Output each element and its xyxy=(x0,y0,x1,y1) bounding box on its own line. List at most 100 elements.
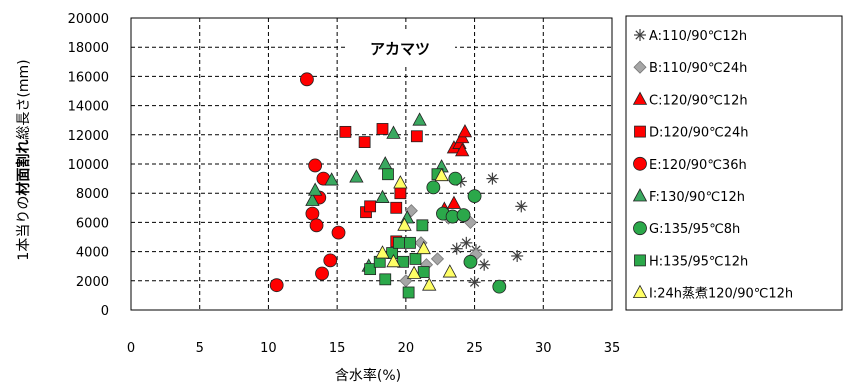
data-point-series-2 xyxy=(455,143,470,157)
legend-label: A:110/90℃12h xyxy=(649,29,747,44)
y-axis-title-part-1: 1本当りの xyxy=(16,196,32,261)
legend-item: H:135/95℃12h xyxy=(634,254,748,269)
legend-item: E:120/90℃36h xyxy=(633,156,747,173)
axis-ticks: 0 2000 4000 6000 8000 10000 12000 14000 16000 180… xyxy=(68,12,621,356)
data-point-series-3 xyxy=(364,200,377,213)
data-point-series-5 xyxy=(375,189,390,203)
data-point-series-7 xyxy=(382,168,394,181)
y-tick-label: 6000 xyxy=(76,216,109,231)
data-point-series-3 xyxy=(376,123,389,135)
legend-label: B:110/90℃24h xyxy=(649,61,747,76)
data-point-series-0 xyxy=(450,242,463,255)
y-tick-label: 4000 xyxy=(76,246,109,261)
data-point-series-5 xyxy=(349,169,364,183)
data-point-series-5 xyxy=(305,192,320,206)
data-point-series-4 xyxy=(323,253,338,268)
data-point-series-8 xyxy=(393,175,408,189)
legend: A:110/90℃12h B:110/90℃24h C:120/90℃12h D:12… xyxy=(625,15,843,311)
x-tick-label: 0 xyxy=(127,341,135,356)
x-tick-label: 30 xyxy=(535,341,552,356)
y-tick-label: 20000 xyxy=(68,12,109,27)
y-tick-label: 2000 xyxy=(76,275,109,290)
data-point-series-6 xyxy=(456,208,471,223)
data-point-series-8 xyxy=(442,264,458,278)
data-point-series-7 xyxy=(404,236,416,249)
data-point-series-3 xyxy=(410,130,423,143)
data-point-series-4 xyxy=(305,206,320,221)
data-point-series-8 xyxy=(406,265,422,279)
legend-marker xyxy=(634,125,646,138)
x-axis-title: 含水率(%) xyxy=(335,367,401,384)
data-point-series-4 xyxy=(331,225,346,240)
data-point-series-0 xyxy=(511,249,524,262)
legend-items: A:110/90℃12h B:110/90℃24h C:120/90℃12h D:12… xyxy=(632,29,793,302)
legend-marker xyxy=(632,91,648,105)
legend-label: G:135/95℃8h xyxy=(649,222,740,237)
data-point-series-6 xyxy=(426,180,441,195)
data-point-series-7 xyxy=(393,236,405,249)
chart-title-box xyxy=(345,32,455,65)
data-point-series-5 xyxy=(324,172,339,186)
data-point-series-3 xyxy=(339,125,352,138)
data-point-series-7 xyxy=(409,252,422,265)
data-point-series-1 xyxy=(430,252,445,266)
data-point-series-6 xyxy=(467,189,482,204)
legend-item: C:120/90℃12h xyxy=(632,91,748,108)
data-point-series-0 xyxy=(486,172,499,185)
data-point-series-7 xyxy=(379,273,392,286)
data-point-series-0 xyxy=(460,236,473,249)
data-point-series-5 xyxy=(386,125,401,139)
legend-item: F:130/90℃12h xyxy=(632,188,745,205)
plot-area xyxy=(130,17,613,311)
data-point-series-5 xyxy=(307,182,323,196)
data-point-series-7 xyxy=(402,286,415,299)
legend-marker xyxy=(633,156,647,171)
data-point-series-0 xyxy=(515,200,528,213)
data-point-series-8 xyxy=(397,217,412,231)
data-point-series-5 xyxy=(412,112,427,126)
legend-marker xyxy=(634,29,646,41)
data-point-series-6 xyxy=(448,171,463,186)
legend-item: D:120/90℃24h xyxy=(634,125,749,141)
legend-item: I:24h蒸煮120/90℃12h xyxy=(632,284,793,302)
x-tick-label: 5 xyxy=(196,341,204,356)
legend-label: C:120/90℃12h xyxy=(649,93,748,108)
legend-marker xyxy=(633,221,647,236)
data-point-series-2 xyxy=(457,124,473,138)
data-points xyxy=(269,72,528,299)
data-point-series-7 xyxy=(416,219,429,232)
x-tick-label: 15 xyxy=(329,341,346,356)
y-tick-label: 10000 xyxy=(68,158,109,173)
legend-label: E:120/90℃36h xyxy=(649,158,747,173)
data-point-series-0 xyxy=(478,258,491,271)
data-point-series-4 xyxy=(269,278,284,293)
data-point-series-4 xyxy=(309,218,324,233)
data-point-series-5 xyxy=(378,156,393,170)
legend-marker xyxy=(634,254,646,267)
y-tick-label: 18000 xyxy=(68,41,109,56)
data-point-series-2 xyxy=(446,195,462,209)
legend-marker xyxy=(632,188,648,202)
x-tick-label: 35 xyxy=(604,341,621,356)
y-tick-label: 8000 xyxy=(76,187,109,202)
data-point-series-6 xyxy=(492,279,507,294)
legend-item: G:135/95℃8h xyxy=(633,221,740,237)
y-tick-label: 12000 xyxy=(68,129,109,144)
data-point-series-8 xyxy=(375,245,390,259)
legend-label: D:120/90℃24h xyxy=(649,126,749,141)
y-tick-label: 0 xyxy=(101,304,109,319)
data-point-series-0 xyxy=(468,276,481,289)
data-point-series-8 xyxy=(386,253,401,268)
legend-box xyxy=(625,15,843,311)
x-tick-label: 10 xyxy=(260,341,277,356)
chart-title: アカマツ xyxy=(370,40,430,58)
data-point-series-4 xyxy=(315,266,329,281)
y-tick-label: 14000 xyxy=(68,100,109,115)
x-tick-label: 25 xyxy=(466,341,483,356)
data-point-series-6 xyxy=(463,254,478,269)
data-point-series-4 xyxy=(300,72,314,87)
legend-item: B:110/90℃24h xyxy=(633,60,747,76)
legend-item: A:110/90℃12h xyxy=(634,29,747,44)
data-point-series-4 xyxy=(308,158,323,173)
